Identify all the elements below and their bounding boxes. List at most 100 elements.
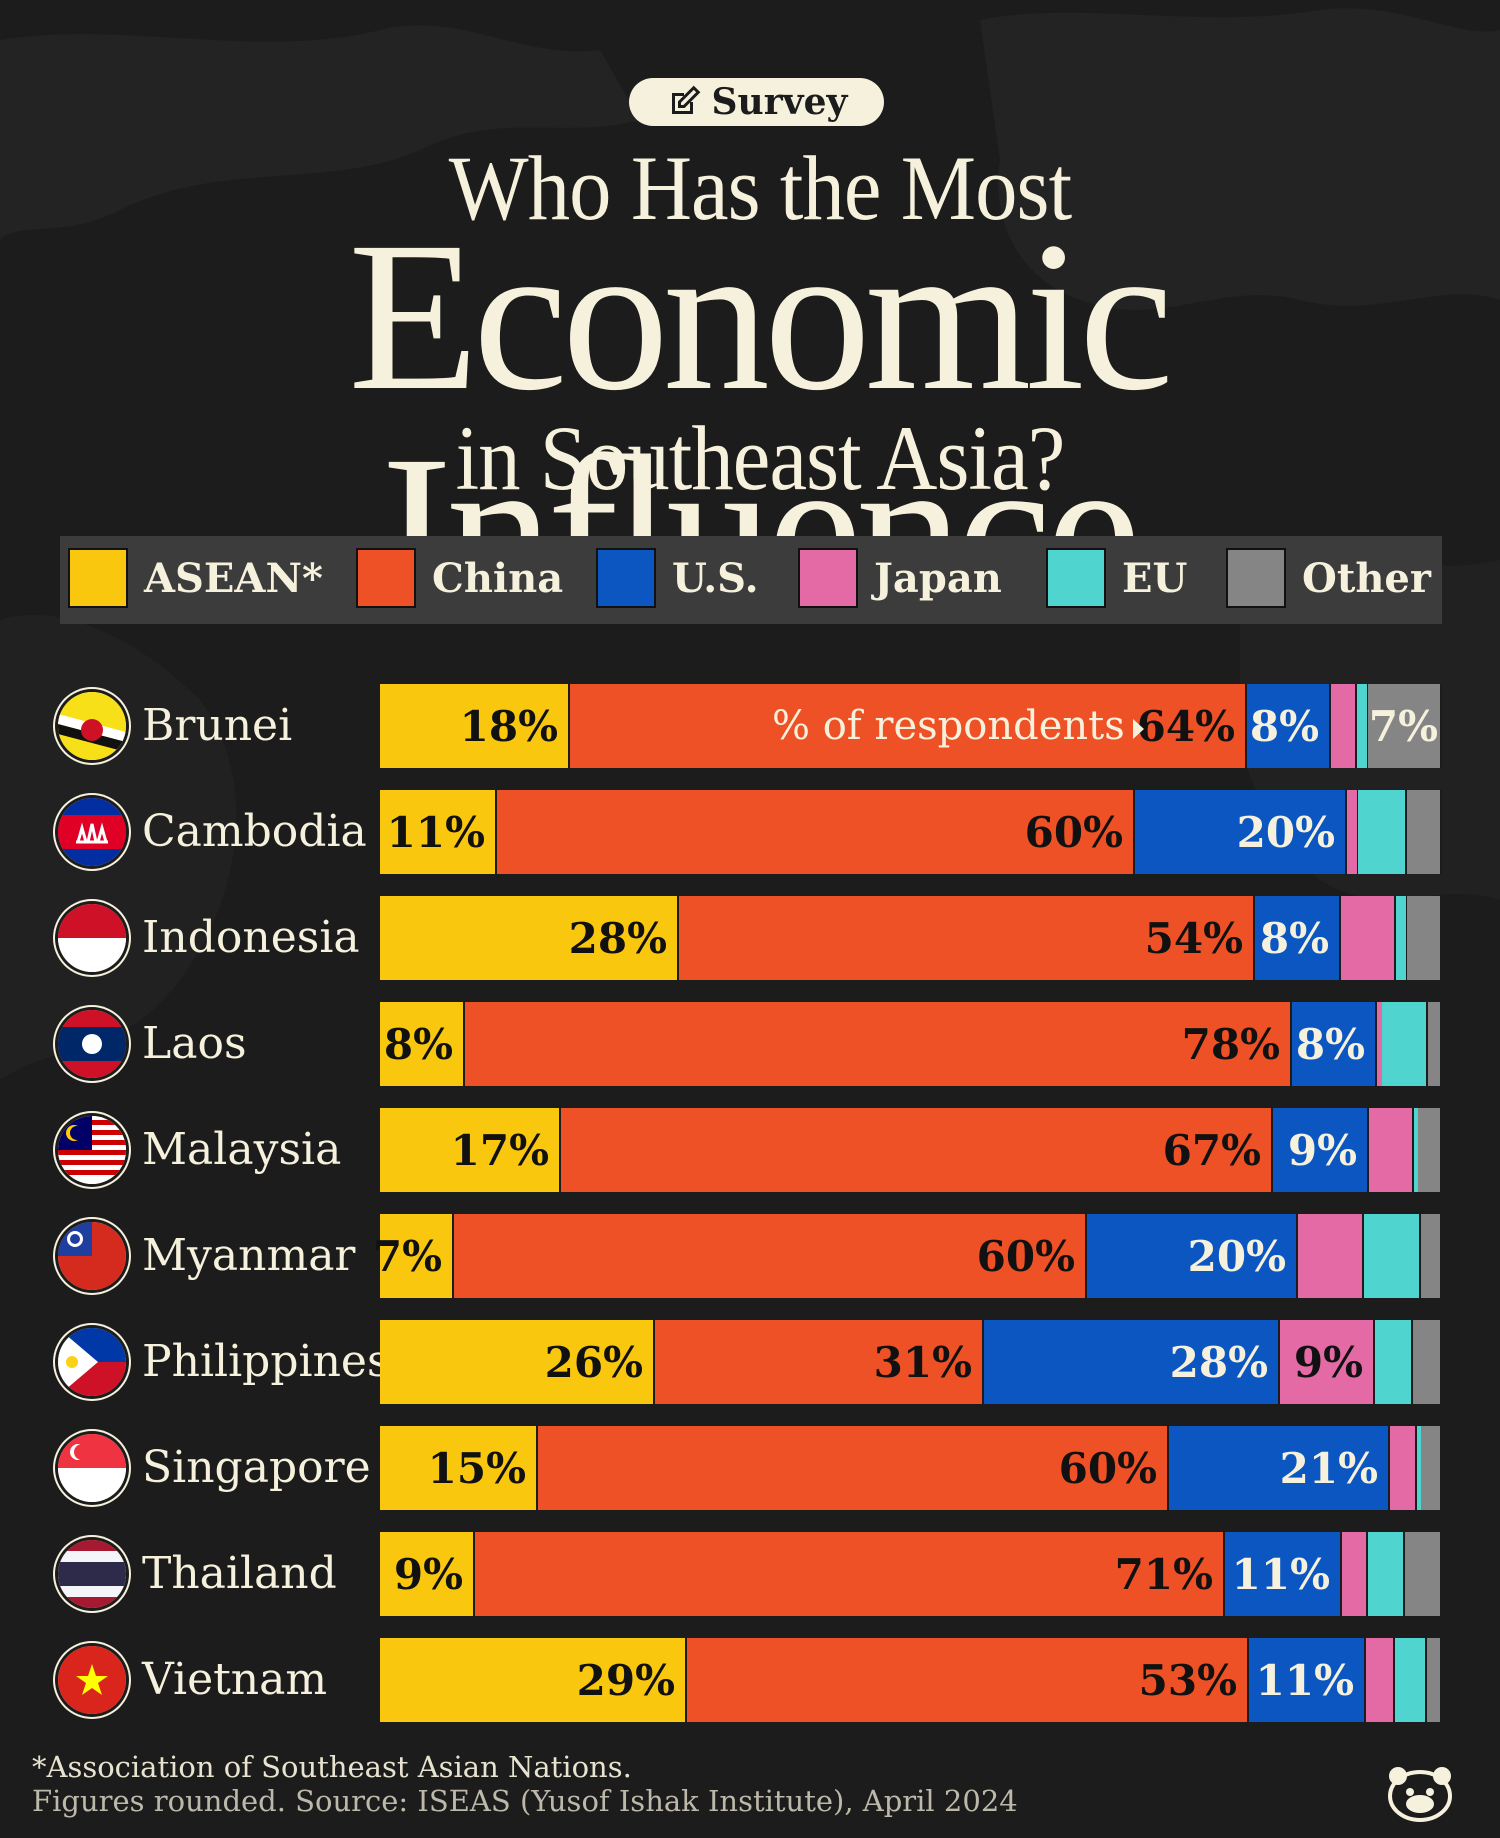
footnote: *Association of Southeast Asian Nations. [32,1750,632,1784]
chart-row-singapore: Singapore 15% 60% 21% [0,1426,1500,1510]
bar-segment-other [1421,1426,1442,1510]
data-label: 8% [1295,1019,1365,1069]
legend-label-eu: EU [1122,554,1188,602]
bar-segment-china: 31% [655,1320,984,1404]
flag-malaysia-icon [58,1116,126,1184]
bar-segment-japan [1369,1108,1414,1192]
stacked-bar: 15% 60% 21% [380,1426,1442,1510]
data-label: 17% [450,1125,549,1175]
flag-singapore-icon [58,1434,126,1502]
legend-swatch-eu [1046,548,1106,608]
data-label: 9% [1287,1125,1357,1175]
bar-segment-asean: 9% [380,1532,475,1616]
stacked-bar: 28% 54% 8% [380,896,1442,980]
data-label: 31% [873,1337,972,1387]
bar-segment-asean: 17% [380,1108,561,1192]
data-label: 28% [1169,1337,1268,1387]
data-label: 11% [386,807,485,857]
data-label: 8% [383,1019,453,1069]
bar-segment-asean: 8% [380,1002,465,1086]
flag-vietnam-icon [58,1646,126,1714]
bar-segment-us: 11% [1225,1532,1342,1616]
data-label: 54% [1144,913,1243,963]
legend-swatch-other [1226,548,1286,608]
bar-segment-us: 8% [1247,684,1331,768]
chart-row-brunei: Brunei 18% 64% 8% 7% % of respondents [0,684,1500,768]
bar-segment-japan [1342,1532,1368,1616]
data-label: 7% [1368,701,1438,751]
country-label: Thailand [142,1548,337,1599]
legend-label-other: Other [1302,554,1431,602]
data-label: 9% [393,1549,463,1599]
legend-label-japan: Japan [874,554,1002,602]
bar-segment-us: 8% [1255,896,1341,980]
bar-segment-us: 21% [1169,1426,1390,1510]
bar-segment-japan: 9% [1280,1320,1375,1404]
unit-annotation: % of respondents [772,684,1144,768]
bar-segment-other [1407,790,1442,874]
bar-segment-other [1428,1002,1442,1086]
bar-segment-other [1418,1108,1442,1192]
legend-swatch-asean [68,548,128,608]
chart-row-thailand: Thailand 9% 71% 11% [0,1532,1500,1616]
data-label: 18% [459,701,558,751]
legend-label-asean: ASEAN* [144,554,323,602]
bar-segment-eu [1368,1532,1405,1616]
stacked-bar: 7% 60% 20% [373,1214,1442,1298]
bar-segment-china: 60% [538,1426,1169,1510]
bar-segment-china: 71% [475,1532,1225,1616]
bar-segment-eu [1375,1320,1413,1404]
flag-philippines-icon [58,1328,126,1396]
edit-icon [671,85,700,114]
data-label: 78% [1181,1019,1280,1069]
bar-segment-us: 8% [1292,1002,1377,1086]
legend-swatch-japan [798,548,858,608]
country-label: Brunei [142,700,293,751]
legend-swatch-us [596,548,656,608]
bar-segment-china: 60% [454,1214,1087,1298]
bar-segment-asean: 28% [380,896,679,980]
bar-segment-other: 7% [1368,684,1442,768]
data-label: 7% [372,1231,442,1281]
country-label: Philippines [142,1336,390,1387]
country-label: Cambodia [142,806,367,857]
data-label: 28% [568,913,667,963]
arrow-right-icon [1132,719,1144,739]
data-label: 11% [1255,1655,1354,1705]
country-label: Myanmar [142,1230,356,1281]
data-label: 15% [427,1443,526,1493]
bar-segment-other [1405,1532,1442,1616]
bar-segment-china: 53% [687,1638,1249,1722]
legend-swatch-china [356,548,416,608]
data-label: 11% [1231,1549,1330,1599]
bar-segment-other [1407,896,1442,980]
survey-badge: Survey [629,78,884,126]
country-label: Singapore [142,1442,371,1493]
data-label: 29% [576,1655,675,1705]
data-label: 64% [1136,701,1235,751]
bar-segment-other [1427,1638,1442,1722]
country-label: Indonesia [142,912,360,963]
bar-segment-china: 78% [465,1002,1292,1086]
flag-thailand-icon [58,1540,126,1608]
bar-segment-eu [1395,1638,1427,1722]
bar-segment-eu [1382,1002,1428,1086]
chart-row-myanmar: Myanmar 7% 60% 20% [0,1214,1500,1298]
publisher-logo-icon [1388,1767,1452,1822]
stacked-bar: 26% 31% 28% 9% [380,1320,1442,1404]
stacked-bar: 11% 60% 20% [380,790,1442,874]
survey-badge-label: Survey [711,81,848,123]
data-label: 8% [1259,913,1329,963]
chart-row-philippines: Philippines 26% 31% 28% 9% [0,1320,1500,1404]
legend-item-other: Other [1226,548,1431,608]
flag-laos-icon [58,1010,126,1078]
flag-myanmar-icon [58,1222,126,1290]
bar-segment-japan [1331,684,1357,768]
country-label: Malaysia [142,1124,342,1175]
bar-segment-asean: 18% [380,684,570,768]
stacked-bar: 29% 53% 11% [380,1638,1442,1722]
legend-item-asean: ASEAN* [68,548,323,608]
data-label: 21% [1279,1443,1378,1493]
title-line-3: in Southeast Asia? [455,407,1066,509]
chart-row-laos: Laos 8% 78% 8% [0,1002,1500,1086]
